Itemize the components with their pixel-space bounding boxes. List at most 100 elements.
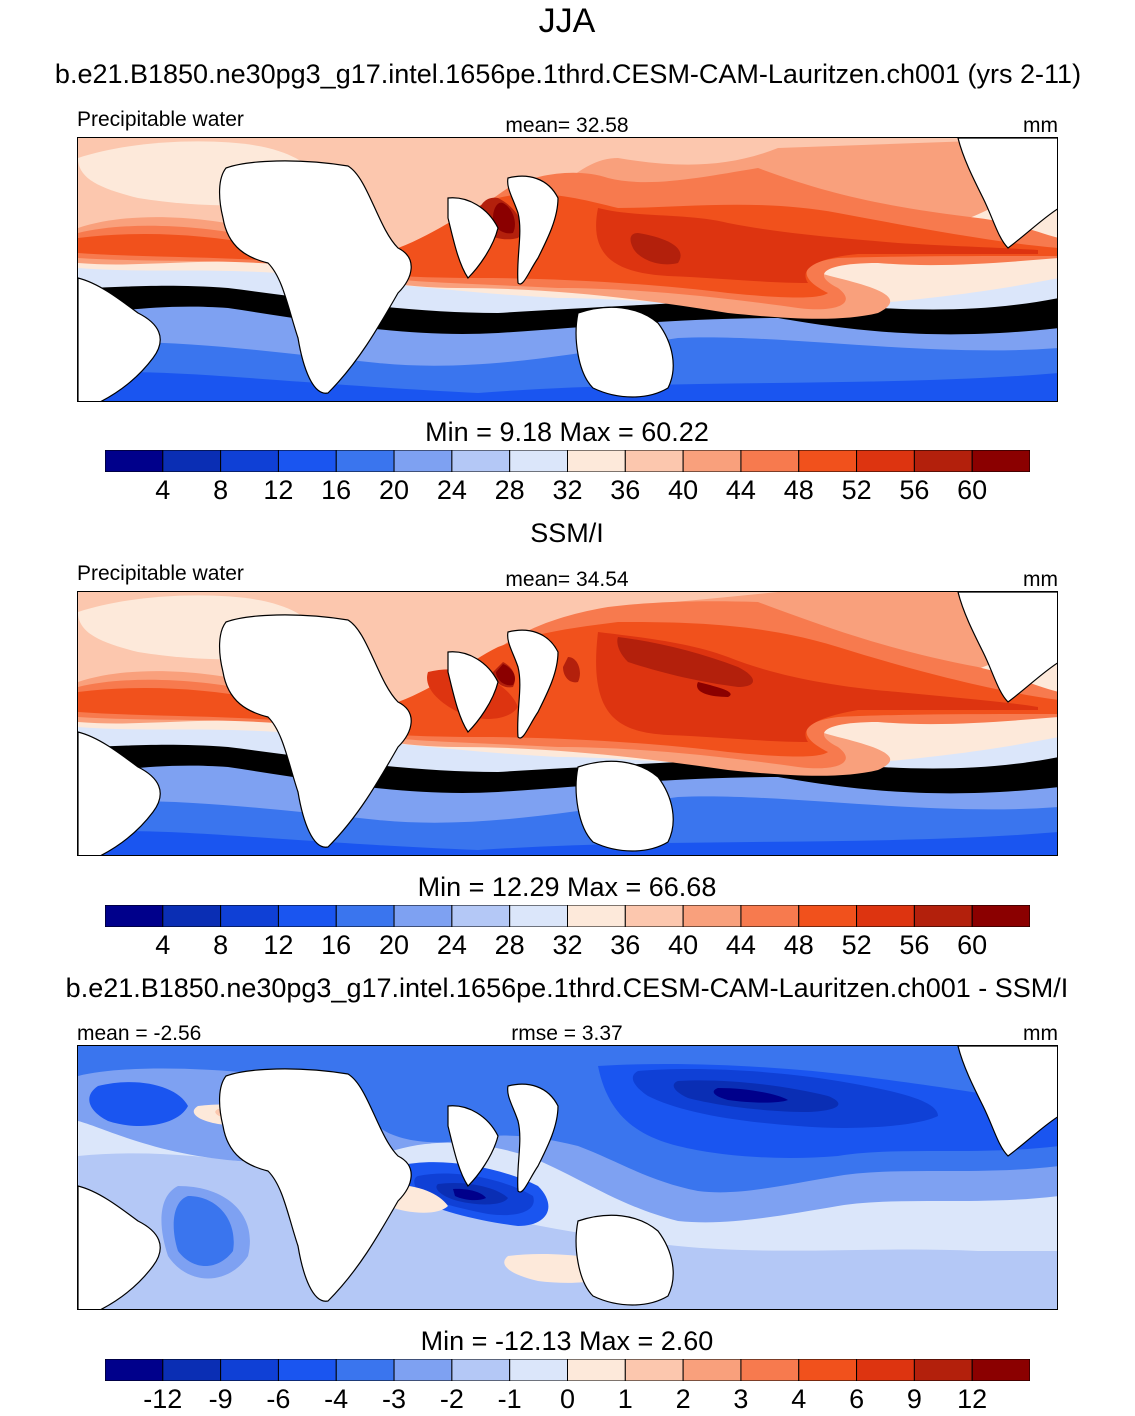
band-d8 xyxy=(193,1104,629,1283)
tick: 48 xyxy=(783,930,814,960)
panel1-colorbar-svg xyxy=(105,450,1030,472)
tick: 0 xyxy=(559,1384,576,1414)
tick: 44 xyxy=(725,930,756,960)
panel2-colorbar xyxy=(105,905,1030,927)
colorbar-box xyxy=(451,905,511,927)
colorbar-box xyxy=(567,905,626,927)
tick: -9 xyxy=(208,1384,233,1414)
panel2-minmax: Min = 12.29 Max = 66.68 xyxy=(417,872,717,902)
panel3-rmse: rmse = 3.37 xyxy=(511,1022,623,1045)
band-m xyxy=(493,637,753,688)
band-l xyxy=(596,208,1038,283)
panel1-map xyxy=(77,137,1058,402)
colorbar-box xyxy=(856,450,915,472)
colorbar-box xyxy=(740,450,800,472)
tick: 52 xyxy=(841,475,872,505)
tick: 40 xyxy=(668,930,699,960)
colorbar-box xyxy=(393,450,453,472)
colorbar-box xyxy=(567,1359,626,1381)
continent-southeast-asia xyxy=(507,1083,559,1193)
colorbar-box xyxy=(509,450,569,472)
band-k xyxy=(78,193,1057,298)
colorbar-box xyxy=(393,905,453,927)
continent-south-america xyxy=(78,277,161,401)
panel1-mean: mean= 32.58 xyxy=(505,114,629,137)
colorbar-box xyxy=(509,905,569,927)
tick: 24 xyxy=(436,930,467,960)
tick: 8 xyxy=(213,930,229,960)
colorbar-box xyxy=(162,905,222,927)
continent-africa xyxy=(219,160,412,394)
tick: -4 xyxy=(324,1384,349,1414)
tick: 28 xyxy=(494,475,525,505)
tick: -6 xyxy=(266,1384,291,1414)
tick: 60 xyxy=(957,930,988,960)
panel3-minmax: Min = -12.13 Max = 2.60 xyxy=(420,1326,714,1356)
tick: 60 xyxy=(957,475,988,505)
tick: 40 xyxy=(668,475,699,505)
tick: 4 xyxy=(791,1384,807,1414)
colorbar-box xyxy=(220,905,279,927)
panel3-map xyxy=(77,1045,1058,1310)
colorbar-box xyxy=(856,1359,915,1381)
colorbar-box xyxy=(682,1359,742,1381)
tick: 9 xyxy=(906,1384,922,1414)
colorbar-box xyxy=(798,450,858,472)
panel1-colorbar-ticks: 4 8 12 16 20 24 28 32 36 40 44 48 52 56 … xyxy=(105,475,1030,505)
colorbar-box xyxy=(913,450,973,472)
tick: -12 xyxy=(143,1384,183,1414)
case-title: b.e21.B1850.ne30pg3_g17.intel.1656pe.1th… xyxy=(54,59,1082,89)
colorbar-box xyxy=(393,1359,453,1381)
colorbar-box xyxy=(913,905,973,927)
colorbar-box xyxy=(105,1359,164,1381)
tick: 36 xyxy=(610,930,641,960)
continent-australia xyxy=(575,760,674,852)
tick: 12 xyxy=(957,1384,988,1414)
tick: 6 xyxy=(849,1384,865,1414)
tick: -1 xyxy=(497,1384,522,1414)
colorbar-box xyxy=(277,450,337,472)
tick: 16 xyxy=(321,930,352,960)
colorbar-box xyxy=(624,1359,684,1381)
colorbar-box xyxy=(451,1359,511,1381)
tick: 32 xyxy=(552,475,583,505)
colorbar-box xyxy=(798,905,858,927)
tick: 56 xyxy=(899,930,930,960)
tick: 20 xyxy=(378,475,410,505)
tick: 8 xyxy=(213,475,229,505)
colorbar-box xyxy=(220,1359,279,1381)
tick: 1 xyxy=(617,1384,633,1414)
colorbar-box xyxy=(624,450,684,472)
panel2-colorbar-svg xyxy=(105,905,1030,927)
continent-north-america xyxy=(957,1046,1057,1157)
panel2-header: SSM/I xyxy=(530,518,604,548)
tick: 12 xyxy=(263,930,294,960)
panel2-field-label: Precipitable water xyxy=(77,562,244,585)
colorbar-box xyxy=(277,1359,337,1381)
continent-india xyxy=(447,197,499,279)
tick: 12 xyxy=(263,475,294,505)
tick: -2 xyxy=(439,1384,464,1414)
panel3-units: mm xyxy=(1023,1022,1058,1045)
tick: 28 xyxy=(494,930,525,960)
tick: -3 xyxy=(381,1384,407,1414)
colorbar-box xyxy=(162,450,222,472)
colorbar-box xyxy=(335,450,395,472)
colorbar-box xyxy=(740,1359,800,1381)
colorbar-box xyxy=(856,905,915,927)
colorbar-box xyxy=(451,450,511,472)
tick: 3 xyxy=(733,1384,749,1414)
panel1-units: mm xyxy=(1023,114,1058,137)
band-l xyxy=(427,632,1039,742)
panel1-minmax: Min = 9.18 Max = 60.22 xyxy=(425,417,709,447)
continent-south-america xyxy=(78,731,161,855)
colorbar-box xyxy=(740,905,800,927)
tick: 24 xyxy=(436,475,467,505)
panel1-colorbar xyxy=(105,450,1030,472)
continent-india xyxy=(447,1105,499,1187)
colorbar-box xyxy=(913,1359,973,1381)
panel3-colorbar-ticks: -12 -9 -6 -4 -3 -2 -1 0 1 2 3 4 6 9 12 xyxy=(105,1384,1030,1414)
tick: 4 xyxy=(155,475,171,505)
colorbar-box xyxy=(567,450,626,472)
continent-southeast-asia xyxy=(507,175,559,285)
